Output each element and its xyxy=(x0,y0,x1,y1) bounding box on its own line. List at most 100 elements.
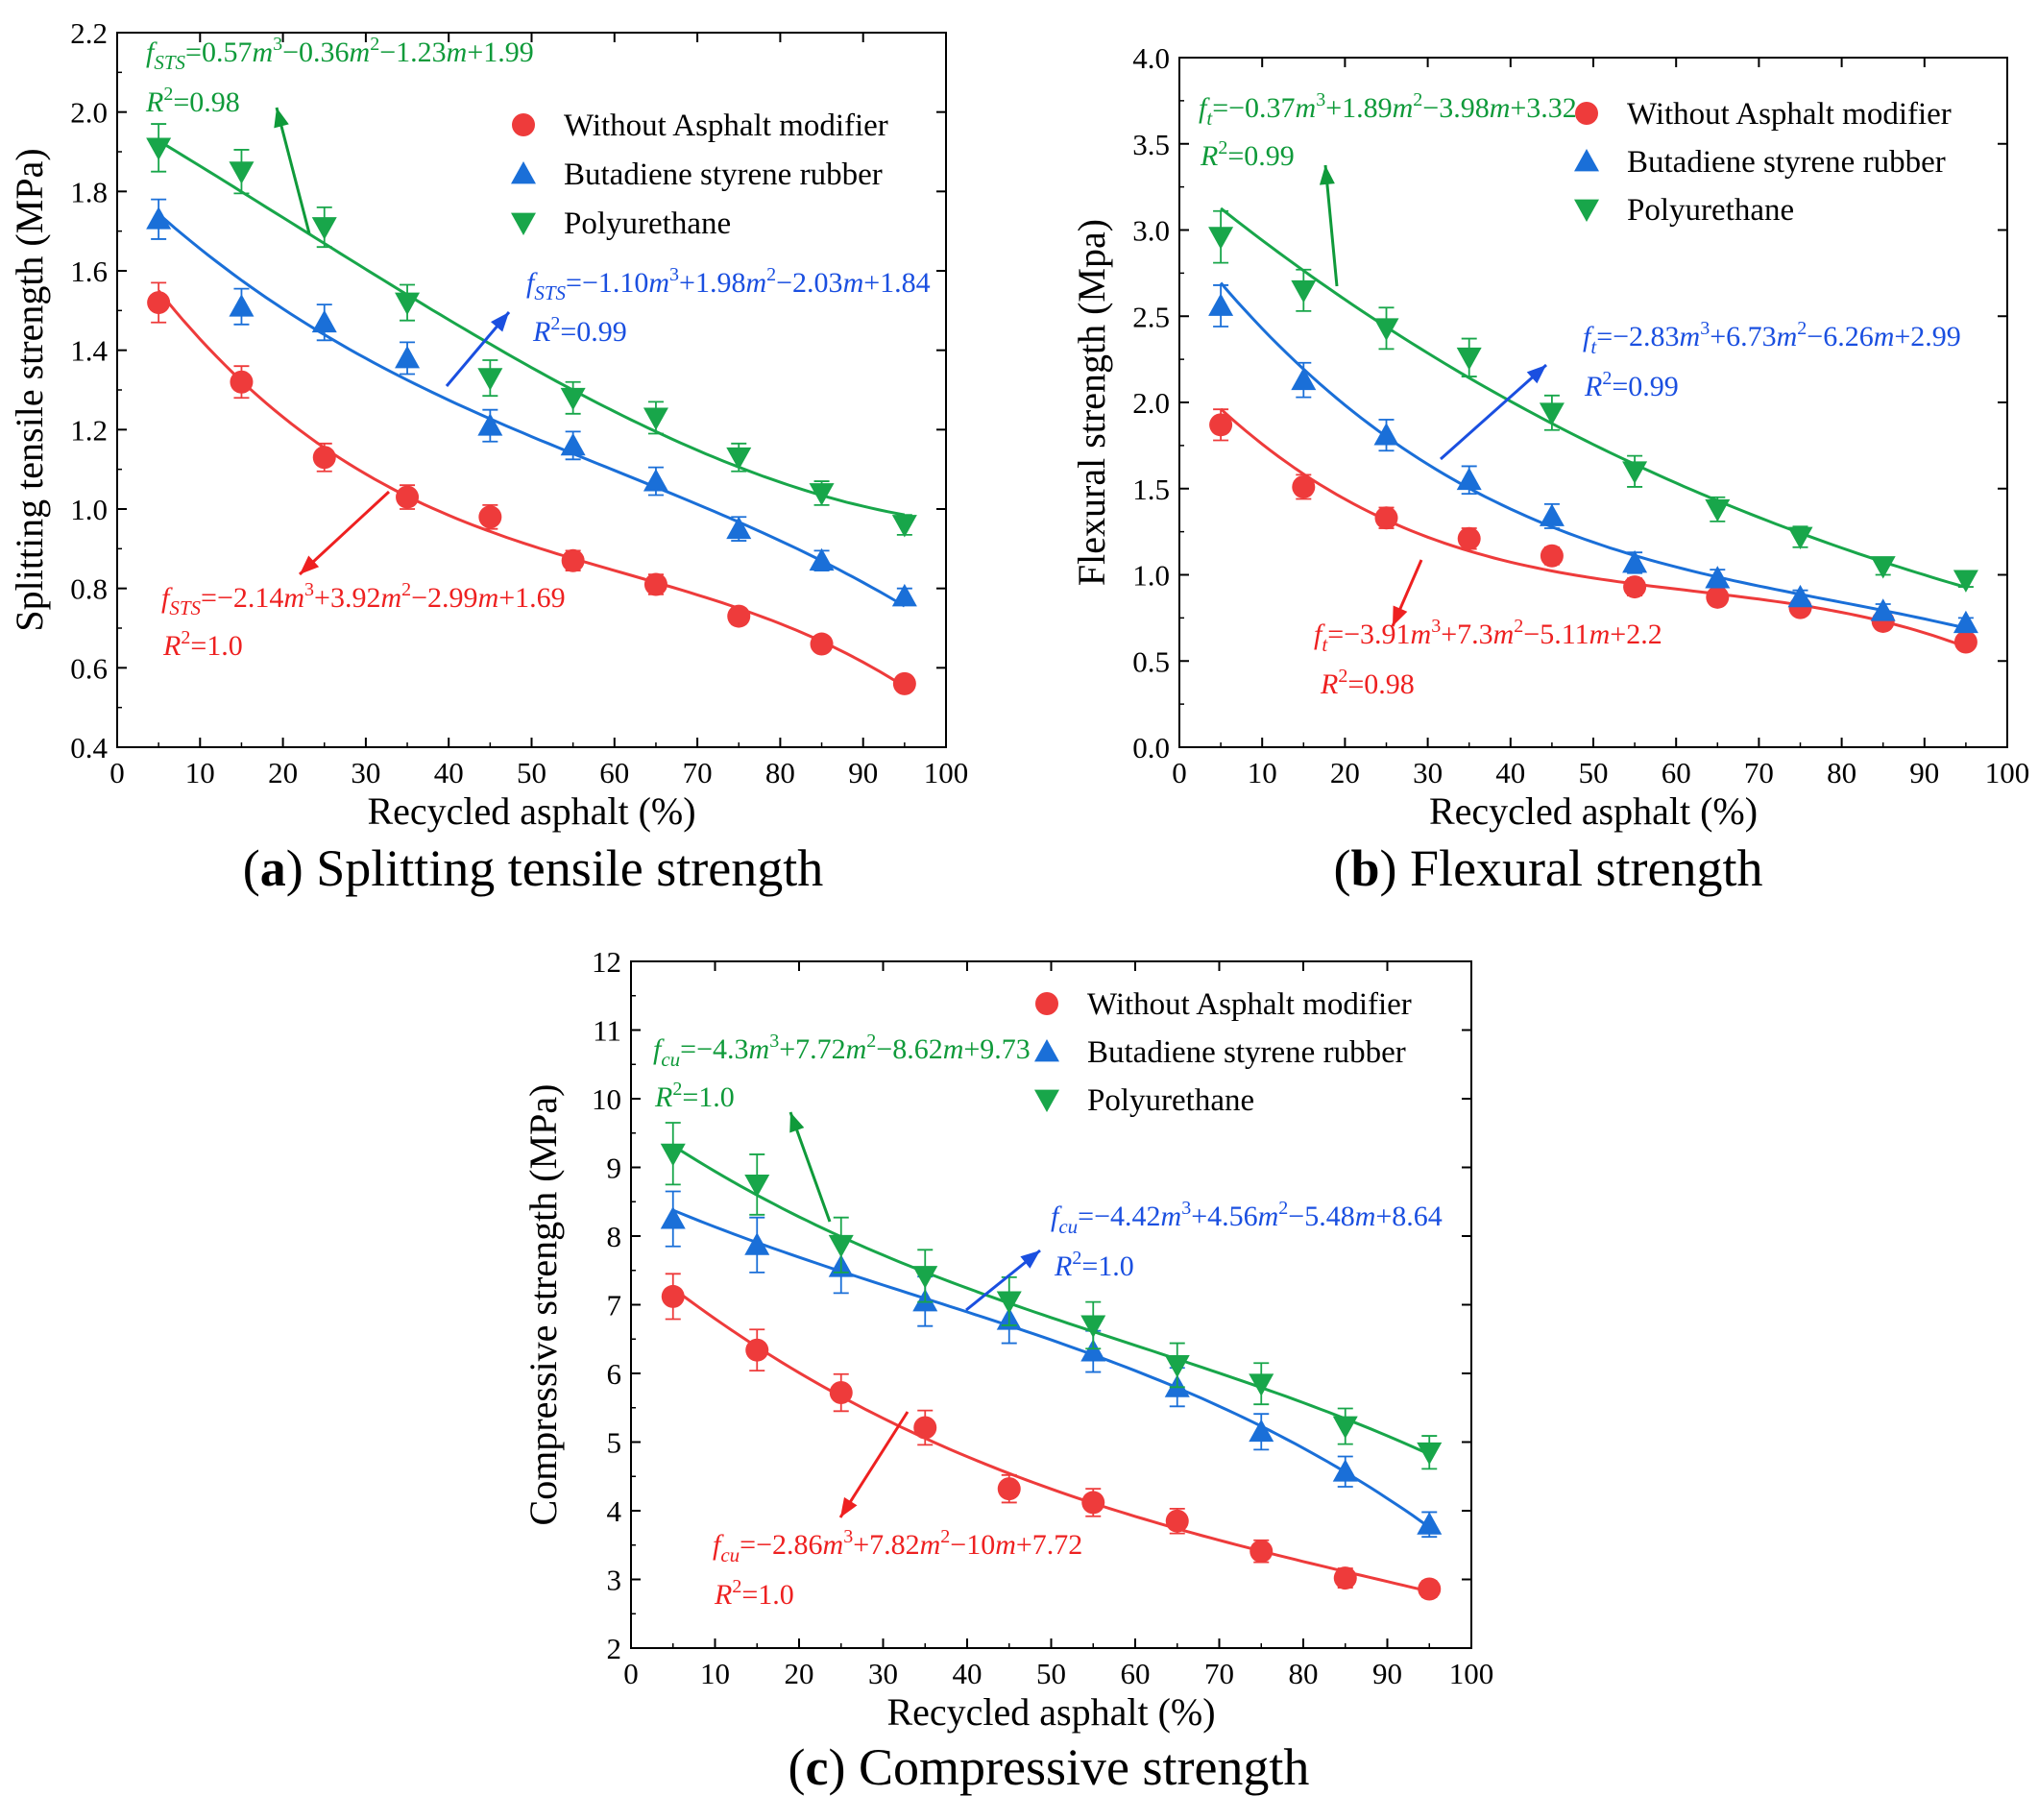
fit-equation: fSTS=−2.14m3+3.92m2−2.99m+1.69 xyxy=(161,579,566,619)
data-point xyxy=(477,413,503,436)
arrow-head xyxy=(1020,1250,1040,1269)
x-tick-label: 50 xyxy=(1036,1657,1066,1690)
legend-label: Butadiene styrene rubber xyxy=(1627,145,1946,180)
series-1 xyxy=(1208,281,1978,634)
y-tick-label: 1.2 xyxy=(70,413,108,447)
x-tick-label: 100 xyxy=(1985,756,2030,789)
x-tick-label: 80 xyxy=(765,756,795,789)
data-point xyxy=(1080,1315,1106,1338)
data-point xyxy=(1953,570,1978,593)
data-point xyxy=(1705,498,1731,522)
data-point xyxy=(1164,1355,1190,1378)
data-point xyxy=(561,548,585,572)
fit-equation: ft=−0.37m3+1.89m2−3.98m+3.32 xyxy=(1199,89,1577,130)
data-point xyxy=(745,1338,769,1362)
y-tick-label: 2.0 xyxy=(1132,386,1170,420)
panel-caption: (c) Compressive strength xyxy=(789,1738,1310,1796)
arrow-head xyxy=(840,1496,858,1517)
data-point xyxy=(1953,610,1978,634)
legend-marker xyxy=(1034,1039,1059,1062)
x-tick-label: 40 xyxy=(953,1657,983,1690)
legend-label: Butadiene styrene rubber xyxy=(1087,1035,1406,1070)
data-point xyxy=(912,1266,938,1289)
data-point xyxy=(643,469,668,492)
data-point xyxy=(1208,227,1234,250)
y-tick-label: 10 xyxy=(592,1082,621,1116)
data-point xyxy=(230,370,254,394)
r-squared: R2=1.0 xyxy=(162,627,243,662)
annotation-arrow xyxy=(1323,164,1339,287)
data-point xyxy=(1249,1419,1274,1443)
data-point xyxy=(1292,474,1316,498)
x-tick-label: 60 xyxy=(1121,1657,1151,1690)
annotation-arrow xyxy=(789,1111,832,1223)
y-tick-label: 0.4 xyxy=(70,731,108,764)
arrow-head xyxy=(1393,605,1408,626)
data-point xyxy=(1539,402,1565,425)
legend-marker xyxy=(512,113,535,136)
panel-c: 0 10 20 30 40 50 60 70 80 90 100 2 3 4 5 6 7 8 9 10 11 12 Recy… xyxy=(522,945,1493,1796)
data-point xyxy=(1456,467,1482,491)
x-tick-label: 90 xyxy=(1909,756,1939,789)
data-point xyxy=(147,291,171,315)
annotation-arrow xyxy=(275,107,311,234)
annotation-arrow xyxy=(298,490,391,576)
data-point xyxy=(1622,549,1648,573)
data-point xyxy=(1332,1459,1358,1482)
x-tick-label: 30 xyxy=(351,756,380,789)
data-point xyxy=(1953,630,1977,654)
x-axis-label: Recycled asphalt (%) xyxy=(367,789,695,833)
data-point xyxy=(560,432,586,456)
data-point xyxy=(913,1416,937,1440)
data-point xyxy=(229,161,255,184)
x-tick-label: 50 xyxy=(517,756,546,789)
data-point xyxy=(997,1477,1021,1501)
data-point xyxy=(744,1174,770,1198)
data-point xyxy=(395,345,421,369)
data-point xyxy=(828,1234,854,1258)
data-point xyxy=(1623,575,1647,599)
y-tick-label: 2.5 xyxy=(1132,300,1170,333)
series-2 xyxy=(660,1122,1443,1470)
series-2 xyxy=(1208,206,1978,593)
data-point xyxy=(643,407,668,430)
data-point xyxy=(891,583,917,607)
x-tick-label: 90 xyxy=(1372,1657,1402,1690)
data-point xyxy=(311,309,337,333)
y-tick-label: 0.0 xyxy=(1132,731,1170,764)
annotation-arrow xyxy=(838,1411,910,1518)
series-2 xyxy=(146,123,917,538)
fit-curve xyxy=(1220,206,1967,589)
data-point xyxy=(478,505,502,529)
data-point xyxy=(477,368,503,391)
data-point xyxy=(1417,1442,1443,1466)
y-tick-label: 0.6 xyxy=(70,651,108,685)
data-point xyxy=(1249,1373,1274,1396)
data-point xyxy=(1208,293,1234,316)
x-tick-label: 70 xyxy=(683,756,713,789)
x-tick-label: 40 xyxy=(434,756,464,789)
data-point xyxy=(229,294,255,317)
fit-equation: ft=−2.83m3+6.73m2−6.26m+2.99 xyxy=(1583,318,1961,358)
panel-caption: (a) Splitting tensile strength xyxy=(243,839,823,897)
y-tick-label: 4 xyxy=(607,1494,622,1528)
y-tick-label: 5 xyxy=(607,1426,622,1460)
x-tick-label: 20 xyxy=(268,756,298,789)
x-tick-label: 50 xyxy=(1579,756,1609,789)
data-point xyxy=(1373,318,1399,341)
data-point xyxy=(892,671,916,695)
fit-curve xyxy=(671,1287,1430,1593)
x-tick-label: 30 xyxy=(868,1657,898,1690)
data-point xyxy=(311,217,337,240)
data-point xyxy=(726,516,752,540)
data-point xyxy=(146,206,172,230)
y-tick-label: 0.5 xyxy=(1132,644,1170,678)
x-axis-label: Recycled asphalt (%) xyxy=(1429,789,1758,833)
data-point xyxy=(660,1143,686,1167)
y-axis-label: Splitting tensile strength (MPa) xyxy=(8,148,51,631)
data-point xyxy=(660,1206,686,1229)
data-point xyxy=(891,515,917,538)
arrow-head xyxy=(1319,165,1335,185)
series-0 xyxy=(147,281,916,695)
data-point xyxy=(395,292,421,316)
